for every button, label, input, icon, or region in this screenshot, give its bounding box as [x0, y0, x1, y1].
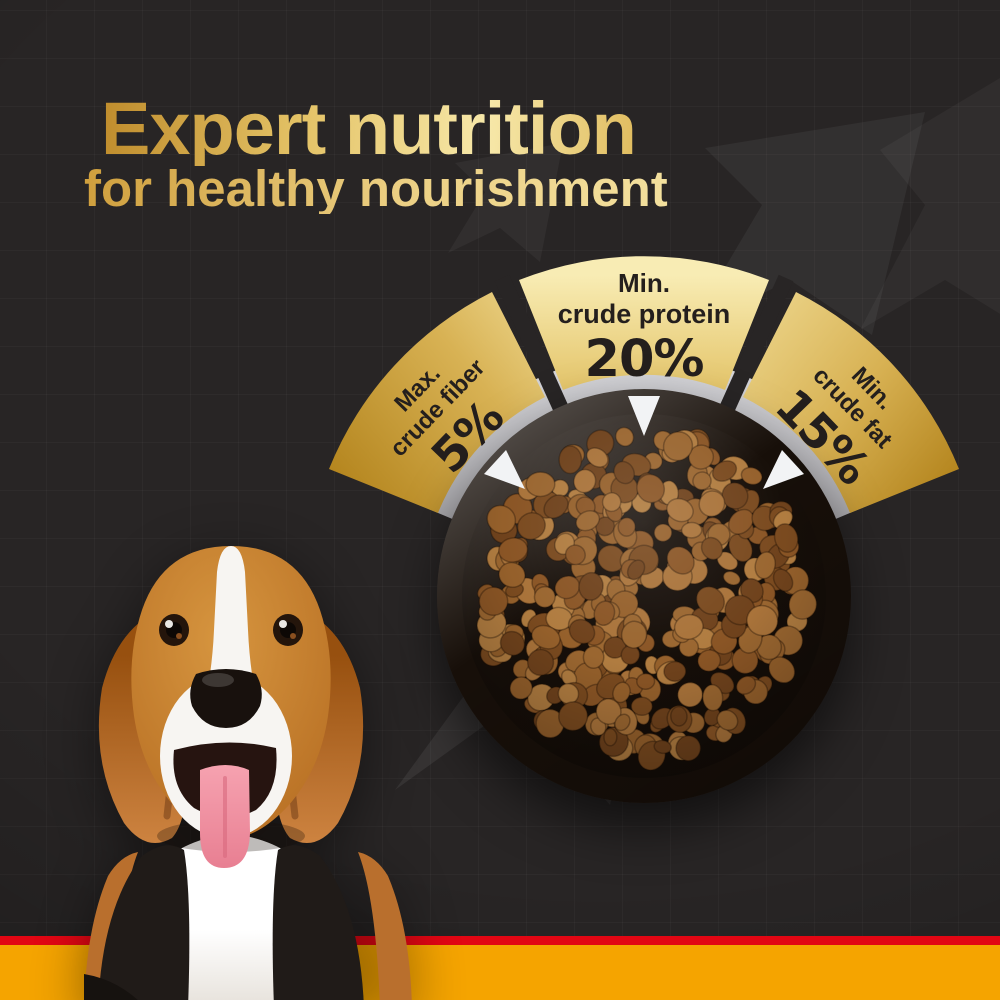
gauge-segment-fat [743, 292, 959, 513]
gauge-segment-fiber [329, 292, 545, 513]
gauge-nutrient: crude protein [557, 299, 731, 330]
gauge-segment-protein [519, 256, 769, 390]
subheadline: for healthy nourishment [84, 160, 668, 217]
beagle-dog-photo [84, 546, 412, 1000]
dog-eye [273, 614, 303, 646]
stripe-red [0, 936, 1000, 945]
dog-leg-shadow [84, 974, 138, 1000]
dog-eye [159, 614, 189, 646]
trend-arrow-icon [860, 78, 1000, 330]
dog-nose-highlight [202, 673, 234, 687]
trend-arrow-icon [448, 143, 563, 262]
gauge-qualifier: Min. [618, 268, 670, 298]
gauge-label-protein: Min. crude protein 20% [557, 268, 731, 389]
headline: Expert nutrition [101, 87, 637, 170]
gauge-value: 20% [584, 329, 704, 389]
dog-side-tan [358, 852, 412, 1000]
kibble-layer [476, 426, 818, 771]
dog-shoulder-black [98, 845, 190, 1000]
dog-shoulder-black [272, 845, 364, 1000]
gauge-gap [713, 274, 794, 426]
gauge-gap [494, 274, 575, 426]
dog-nose [190, 669, 262, 728]
